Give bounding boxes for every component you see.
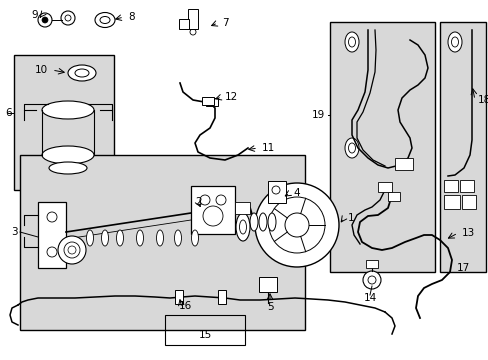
Ellipse shape xyxy=(116,230,123,246)
Text: 11: 11 xyxy=(262,143,275,153)
Circle shape xyxy=(64,242,80,258)
Bar xyxy=(259,277,276,292)
Ellipse shape xyxy=(348,37,355,47)
Bar xyxy=(394,158,412,170)
Ellipse shape xyxy=(49,162,87,174)
Bar xyxy=(459,180,473,192)
Text: 12: 12 xyxy=(224,92,238,102)
Text: 17: 17 xyxy=(455,263,468,273)
Circle shape xyxy=(38,13,52,27)
Ellipse shape xyxy=(447,32,461,52)
Ellipse shape xyxy=(249,213,258,231)
Text: 19: 19 xyxy=(311,110,325,120)
Ellipse shape xyxy=(136,230,143,246)
Text: 6: 6 xyxy=(5,108,12,118)
Text: 18: 18 xyxy=(477,95,488,105)
Ellipse shape xyxy=(259,213,266,231)
Circle shape xyxy=(203,206,223,226)
Ellipse shape xyxy=(68,65,96,81)
Ellipse shape xyxy=(102,230,108,246)
Text: 14: 14 xyxy=(363,293,376,303)
Text: 16: 16 xyxy=(178,301,191,311)
Circle shape xyxy=(362,271,380,289)
Ellipse shape xyxy=(42,101,94,119)
Circle shape xyxy=(268,197,325,253)
Ellipse shape xyxy=(450,37,458,47)
Circle shape xyxy=(42,17,48,23)
Ellipse shape xyxy=(174,230,181,246)
Bar xyxy=(187,9,198,29)
Bar xyxy=(365,260,377,268)
Circle shape xyxy=(216,195,225,205)
Ellipse shape xyxy=(267,213,275,231)
Bar xyxy=(202,97,214,105)
Ellipse shape xyxy=(348,143,355,153)
Text: 3: 3 xyxy=(11,227,18,237)
Bar xyxy=(267,181,285,203)
Ellipse shape xyxy=(86,230,93,246)
Circle shape xyxy=(367,276,375,284)
Ellipse shape xyxy=(100,17,110,23)
Text: 5: 5 xyxy=(266,302,273,312)
Circle shape xyxy=(200,195,209,205)
Bar xyxy=(179,19,189,29)
Bar xyxy=(235,202,249,214)
Bar xyxy=(14,55,114,190)
Bar xyxy=(443,180,457,192)
Circle shape xyxy=(58,236,86,264)
Circle shape xyxy=(47,247,57,257)
Circle shape xyxy=(285,213,308,237)
Text: 1: 1 xyxy=(347,213,354,223)
Circle shape xyxy=(65,15,71,21)
Text: 7: 7 xyxy=(222,18,228,28)
Text: 13: 13 xyxy=(461,228,474,238)
Bar xyxy=(329,22,434,272)
Bar xyxy=(218,290,225,304)
Ellipse shape xyxy=(345,32,358,52)
Ellipse shape xyxy=(239,220,246,234)
Text: 15: 15 xyxy=(198,330,211,340)
Bar xyxy=(164,315,244,345)
Ellipse shape xyxy=(236,213,249,241)
Text: 10: 10 xyxy=(35,65,48,75)
Ellipse shape xyxy=(95,13,115,27)
Ellipse shape xyxy=(345,138,358,158)
Bar xyxy=(443,195,459,209)
Text: 4: 4 xyxy=(292,188,299,198)
Ellipse shape xyxy=(42,146,94,164)
Bar xyxy=(387,192,399,201)
Text: 9: 9 xyxy=(31,10,38,20)
Bar xyxy=(461,195,475,209)
Circle shape xyxy=(271,186,280,194)
Ellipse shape xyxy=(75,69,89,77)
Bar xyxy=(38,202,66,268)
Bar xyxy=(439,22,485,272)
Ellipse shape xyxy=(156,230,163,246)
Text: 2: 2 xyxy=(195,197,201,207)
Bar xyxy=(377,182,391,192)
Circle shape xyxy=(61,11,75,25)
Bar xyxy=(191,186,235,234)
Ellipse shape xyxy=(191,230,198,246)
Circle shape xyxy=(254,183,338,267)
Bar xyxy=(205,98,218,106)
Text: 8: 8 xyxy=(128,12,134,22)
Circle shape xyxy=(68,246,76,254)
Circle shape xyxy=(47,212,57,222)
Bar xyxy=(175,290,183,304)
Circle shape xyxy=(190,29,196,35)
Bar xyxy=(20,155,305,330)
